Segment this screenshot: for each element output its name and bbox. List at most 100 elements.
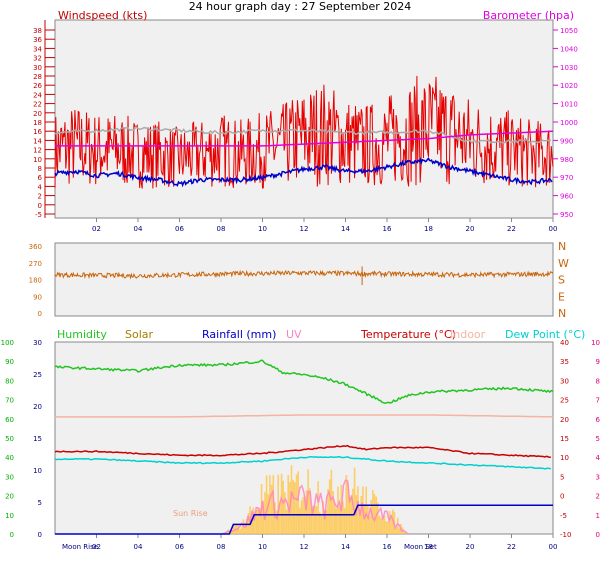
solar-bar bbox=[333, 502, 336, 534]
temp-series bbox=[54, 359, 554, 535]
uv-tick-label: 7 bbox=[596, 397, 600, 405]
indoor-line bbox=[55, 414, 554, 418]
baro-tick-label: 1040 bbox=[560, 45, 578, 53]
solar-bar bbox=[252, 507, 255, 534]
wind-tick-label: 26 bbox=[33, 82, 42, 90]
solar-bar bbox=[300, 500, 303, 534]
solar-bar bbox=[262, 501, 265, 534]
temp-tick-label: 25 bbox=[560, 397, 569, 405]
solar-bar bbox=[360, 496, 362, 534]
direction-line bbox=[54, 269, 554, 280]
wind-tick-label: 8 bbox=[38, 165, 42, 173]
baro-tick-label: 950 bbox=[560, 211, 573, 219]
uv-tick-label: 4 bbox=[596, 454, 601, 462]
solar-tick-label: 20 bbox=[33, 403, 42, 411]
temp-tick-label: 20 bbox=[560, 416, 569, 424]
x-tick-label: 18 bbox=[424, 543, 433, 551]
humidity-tick-label: 20 bbox=[5, 493, 14, 501]
solar-bar bbox=[387, 521, 389, 534]
solar-bar bbox=[274, 502, 276, 534]
temp-tick-label: 0 bbox=[560, 493, 564, 501]
solar-bar bbox=[390, 515, 392, 534]
x-tick-label: 12 bbox=[300, 225, 309, 233]
barometer-label: Barometer (hpa) bbox=[483, 9, 574, 22]
sun-rise-label: Sun Rise bbox=[173, 509, 208, 518]
x-tick-label: 22 bbox=[507, 225, 516, 233]
solar-bar bbox=[388, 511, 391, 534]
compass-tick-label: N bbox=[558, 307, 566, 320]
x-tick-label: 02 bbox=[92, 225, 101, 233]
temp-tick-label: -5 bbox=[560, 512, 567, 520]
compass-tick-label: W bbox=[558, 257, 569, 270]
solar-bar bbox=[338, 506, 341, 534]
wind-tick-label: 2 bbox=[38, 193, 42, 201]
humidity-tick-label: 80 bbox=[5, 377, 14, 385]
humidity-tick-label: 50 bbox=[5, 435, 14, 443]
direction-degree-ticks: 0 90 180 270 360 bbox=[29, 243, 42, 318]
direction-series bbox=[54, 266, 554, 286]
solar-bar bbox=[352, 488, 354, 534]
solar-bar bbox=[382, 519, 384, 534]
solar-bar bbox=[269, 475, 271, 534]
solar-bar bbox=[299, 507, 301, 534]
solar-tick-label: 25 bbox=[33, 371, 42, 379]
chart-title: 24 hour graph day : 27 September 2024 bbox=[189, 0, 412, 13]
x-tick-label: 08 bbox=[217, 225, 226, 233]
solar-bar bbox=[259, 507, 261, 534]
solar-bar bbox=[328, 479, 331, 534]
solar-bar bbox=[335, 508, 338, 534]
temp-tick-label: -10 bbox=[560, 531, 571, 539]
temp-tick-label: 15 bbox=[560, 435, 569, 443]
x-tick-label: 22 bbox=[507, 543, 516, 551]
compass-tick-label: S bbox=[558, 274, 565, 287]
solar-bar bbox=[358, 509, 361, 534]
x-tick-label: 04 bbox=[134, 225, 143, 233]
solar-bar bbox=[244, 522, 246, 534]
wind-tick-label: 36 bbox=[33, 36, 42, 44]
solar-bar bbox=[357, 486, 359, 534]
baro-axis-ticks: 950 960 970 980 990 1000 1010 1020 1030 1040 1050 bbox=[553, 27, 578, 219]
wind-tick-label: -5 bbox=[35, 211, 42, 219]
solar-bar bbox=[345, 475, 348, 534]
solar-bar bbox=[247, 513, 250, 534]
wind-tick-label: 38 bbox=[33, 27, 42, 35]
legend-label: Solar bbox=[125, 328, 154, 341]
temperature-line bbox=[54, 444, 551, 459]
humidity-tick-label: 0 bbox=[10, 531, 14, 539]
solar-bar bbox=[317, 481, 319, 534]
humidity-tick-label: 30 bbox=[5, 473, 14, 481]
solar-bar bbox=[279, 501, 281, 534]
solar-tick-label: 0 bbox=[38, 531, 42, 539]
solar-bar bbox=[403, 531, 406, 534]
baro-tick-label: 1050 bbox=[560, 27, 578, 35]
windspeed-line bbox=[54, 75, 554, 189]
x-tick-label: 14 bbox=[341, 225, 350, 233]
uv-tick-label: 3 bbox=[596, 473, 600, 481]
uv-tick-label: 8 bbox=[596, 377, 600, 385]
legend-label: Rainfall (mm) bbox=[202, 328, 276, 341]
solar-bar bbox=[372, 490, 374, 534]
solar-bar bbox=[254, 511, 256, 534]
wind-tick-label: 24 bbox=[33, 91, 42, 99]
moon-rise-label: Moon Rise bbox=[62, 543, 98, 551]
x-tick-label: 06 bbox=[175, 543, 184, 551]
solar-bar bbox=[226, 532, 228, 534]
wind-tick-label: 16 bbox=[33, 128, 42, 136]
solar-bar bbox=[347, 483, 349, 534]
solar-bar bbox=[310, 507, 313, 534]
solar-bar bbox=[385, 521, 387, 534]
solar-bar bbox=[250, 514, 253, 534]
temp-legend-labels: Humidity Solar Rainfall (mm) UV Temperature … bbox=[57, 328, 585, 341]
solar-bar bbox=[318, 512, 321, 534]
solar-bar bbox=[232, 525, 235, 534]
wind-tick-label: 30 bbox=[33, 64, 42, 72]
x-tick-label: 02 bbox=[92, 543, 101, 551]
uv-axis-ticks: 0 1 2 3 4 5 6 7 8 9 10 bbox=[591, 339, 600, 539]
dewpoint-line bbox=[54, 455, 552, 470]
x-tick-label: 00 bbox=[549, 225, 558, 233]
uv-tick-label: 0 bbox=[596, 531, 600, 539]
solar-bar bbox=[307, 469, 309, 534]
solar-bar bbox=[285, 509, 288, 534]
uv-tick-label: 10 bbox=[591, 339, 600, 347]
uv-tick-label: 6 bbox=[596, 416, 601, 424]
